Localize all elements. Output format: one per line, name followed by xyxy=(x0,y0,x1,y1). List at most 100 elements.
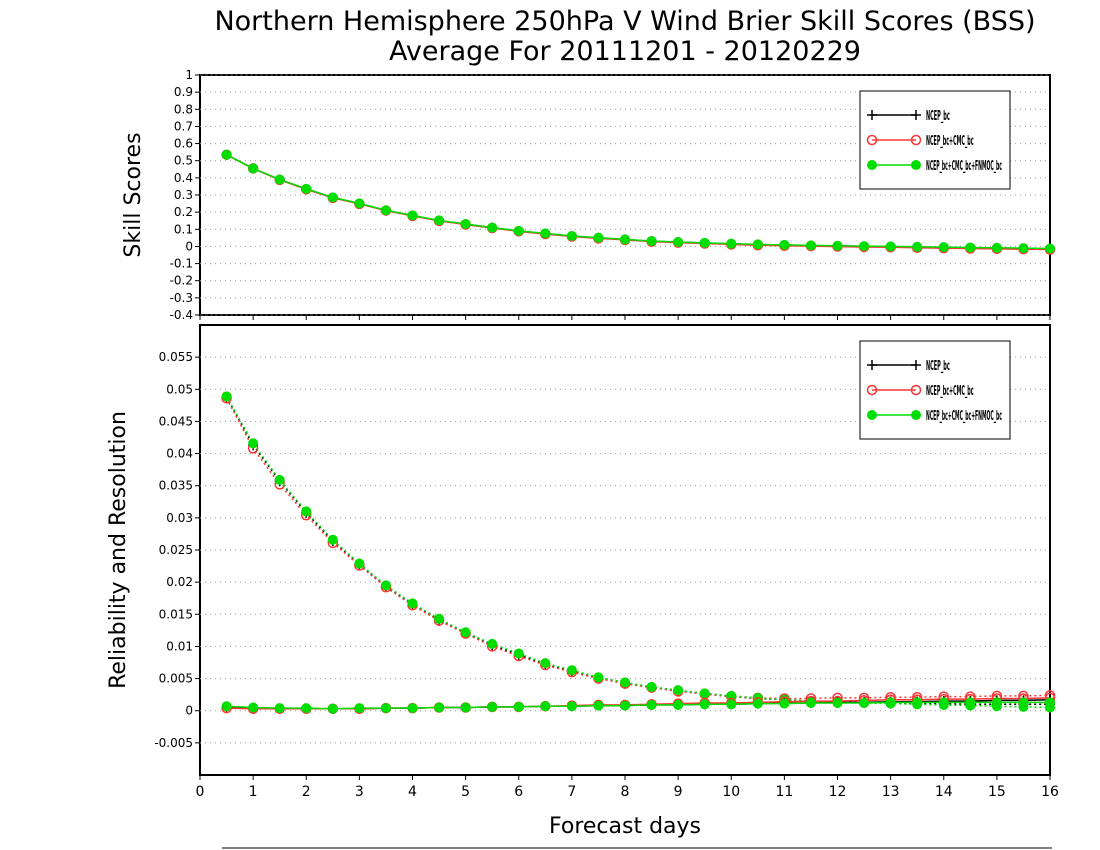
y-tick-label: 0.04 xyxy=(166,447,193,461)
x-tick-label: 14 xyxy=(935,784,953,800)
y-tick-label: 0.9 xyxy=(174,85,193,99)
legend-marker-left-1 xyxy=(866,134,878,146)
y-tick-label: 0.01 xyxy=(166,639,193,653)
data-point-2-2 xyxy=(274,474,285,485)
data-point-5-15 xyxy=(620,700,630,711)
data-point-2-31 xyxy=(1045,243,1055,254)
series-5 xyxy=(221,697,1055,714)
y-tick-label: 0.035 xyxy=(159,479,193,493)
data-point-2-13 xyxy=(566,665,577,676)
x-tick-label: 8 xyxy=(621,784,630,800)
data-point-2-7 xyxy=(407,210,418,221)
data-point-5-11 xyxy=(513,701,524,712)
data-point-2-16 xyxy=(646,681,657,692)
chart-title-line1: Northern Hemisphere 250hPa V Wind Brier … xyxy=(214,6,1035,37)
y-tick-label: 0.045 xyxy=(159,414,193,428)
data-point-2-1 xyxy=(248,163,259,174)
x-tick-label: 3 xyxy=(355,784,364,800)
y-tick-label: 0.7 xyxy=(174,119,193,133)
top-y-axis-label: Skill Scores xyxy=(121,132,146,257)
data-point-2-30 xyxy=(1018,243,1029,254)
legend-marker-right-0 xyxy=(911,360,921,370)
data-point-2-20 xyxy=(752,239,763,250)
y-tick-label: 0.6 xyxy=(174,137,193,151)
data-point-5-22 xyxy=(805,698,816,708)
x-tick-label: 16 xyxy=(1041,784,1059,800)
x-tick-label: 15 xyxy=(988,784,1006,800)
y-tick-label: 0.3 xyxy=(174,188,193,202)
data-point-5-30 xyxy=(1018,697,1029,708)
data-point-2-3 xyxy=(301,183,312,194)
data-point-5-0 xyxy=(221,701,232,712)
data-point-2-8 xyxy=(434,613,445,624)
data-point-5-21 xyxy=(779,698,790,709)
legend-marker-left-1 xyxy=(866,384,878,396)
data-point-2-0 xyxy=(221,391,232,402)
data-point-2-18 xyxy=(699,688,710,699)
data-point-5-4 xyxy=(327,703,338,714)
data-point-5-23 xyxy=(832,698,843,708)
series-line-1 xyxy=(225,397,1051,700)
data-point-5-16 xyxy=(646,699,657,710)
skill-score-panel: 1 0.9 0.8 0.7 0.6 0.5 0.4 0.3 0.2 0.1 0 -0.1 -0.2 -0.… xyxy=(170,68,1056,322)
y-tick-label: 0.8 xyxy=(174,102,193,116)
data-point-2-11 xyxy=(513,648,524,659)
data-point-2-9 xyxy=(460,218,471,229)
data-point-2-10 xyxy=(487,222,498,233)
legend-marker-right-2 xyxy=(911,160,921,170)
data-point-2-11 xyxy=(513,225,524,236)
data-point-2-22 xyxy=(805,240,816,251)
x-tick-label: 6 xyxy=(514,784,523,800)
data-point-5-3 xyxy=(301,703,312,714)
legend-label-1: NCEP_bc+CMC_bc xyxy=(926,384,974,399)
data-point-5-2 xyxy=(274,703,285,714)
data-point-2-28 xyxy=(965,242,976,253)
x-tick-label: 11 xyxy=(775,784,793,800)
x-tick-label: 13 xyxy=(882,784,900,800)
data-point-2-23 xyxy=(832,240,843,251)
legend-marker-left-2 xyxy=(867,160,877,170)
data-point-5-24 xyxy=(859,698,870,708)
data-point-5-19 xyxy=(726,699,737,710)
x-tick-label: 0 xyxy=(196,784,205,800)
data-point-2-14 xyxy=(593,672,604,683)
y-tick-label: -0.1 xyxy=(170,257,193,271)
data-point-5-26 xyxy=(912,697,923,708)
y-tick-label: -0.3 xyxy=(170,291,193,305)
data-point-2-18 xyxy=(699,237,710,248)
data-point-2-6 xyxy=(380,205,391,216)
data-point-2-17 xyxy=(673,236,684,247)
legend-marker-left-2 xyxy=(867,410,877,420)
data-point-2-12 xyxy=(540,228,551,239)
y-tick-label: -0.005 xyxy=(154,736,193,750)
data-point-5-9 xyxy=(460,702,471,713)
legend-label-2: NCEP_bc+CMC_bc+FNMOC_bc xyxy=(926,159,1002,174)
y-tick-label: 0.05 xyxy=(166,382,193,396)
y-tick-label: 0.5 xyxy=(174,154,193,168)
x-tick-label: 12 xyxy=(829,784,847,800)
data-point-5-28 xyxy=(965,697,976,708)
data-point-2-10 xyxy=(487,638,498,649)
y-tick-label: 0.2 xyxy=(174,205,193,219)
data-point-2-9 xyxy=(460,627,471,638)
legend-label-0: NCEP_bc xyxy=(926,359,950,374)
x-axis-label: Forecast days xyxy=(549,814,701,839)
legend-marker-right-0 xyxy=(911,110,921,120)
data-point-2-15 xyxy=(620,677,630,688)
data-point-5-31 xyxy=(1045,697,1055,708)
data-point-2-25 xyxy=(885,241,896,252)
legend-marker-right-1 xyxy=(910,134,922,146)
data-point-2-1 xyxy=(248,438,259,449)
data-point-2-0 xyxy=(221,149,232,160)
x-tick-label: 10 xyxy=(722,784,740,800)
data-point-2-2 xyxy=(274,174,285,185)
data-point-5-18 xyxy=(699,699,710,710)
y-tick-label: 0.015 xyxy=(159,607,193,621)
data-point-2-13 xyxy=(566,230,577,241)
legend-label-0: NCEP_bc xyxy=(926,109,950,124)
data-point-5-20 xyxy=(752,698,763,709)
data-point-2-5 xyxy=(354,558,365,569)
data-point-2-19 xyxy=(726,238,737,249)
data-point-2-12 xyxy=(540,658,551,669)
